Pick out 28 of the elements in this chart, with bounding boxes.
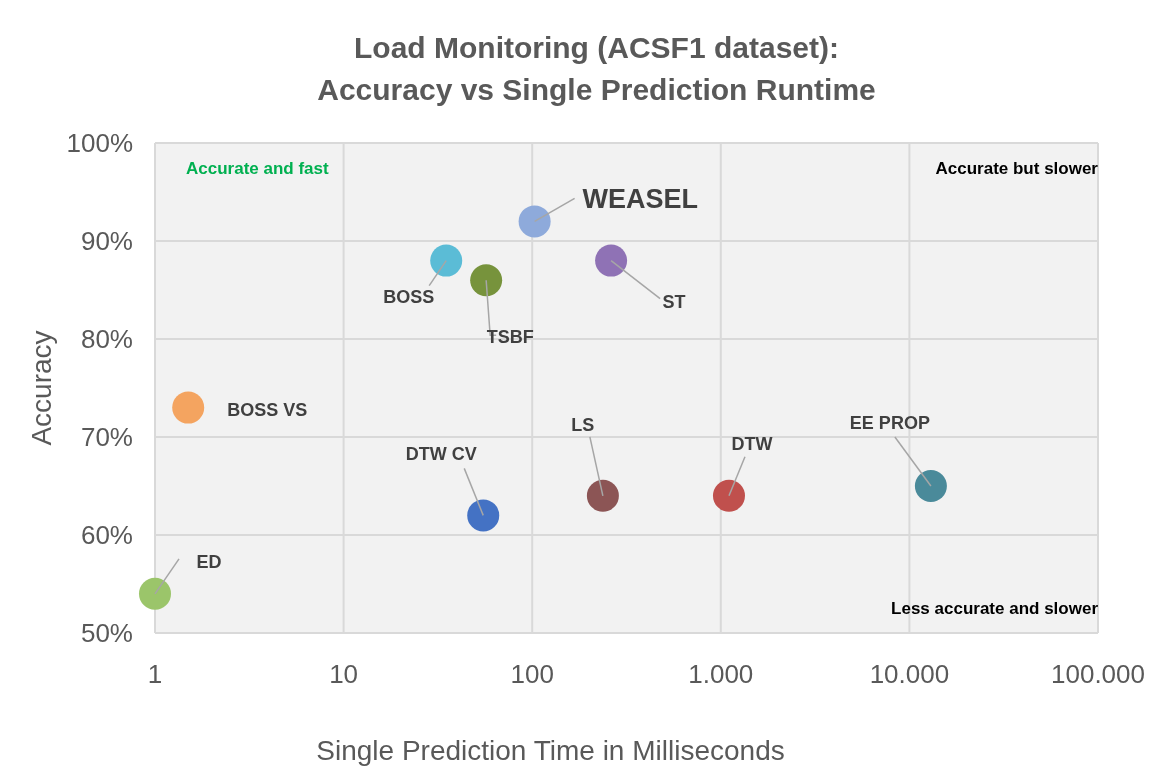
x-tick-label: 100 bbox=[510, 659, 554, 689]
x-tick-label: 100.000 bbox=[1051, 659, 1145, 689]
text: ST bbox=[662, 291, 686, 312]
y-axis-title: Accuracy bbox=[26, 330, 57, 446]
y-tick-label: 70% bbox=[80, 422, 133, 452]
series-label: BOSS bbox=[383, 286, 435, 307]
y-tick-label: 100% bbox=[66, 128, 133, 158]
series-label: ED bbox=[196, 552, 222, 573]
y-tick-label: 60% bbox=[80, 520, 133, 550]
text: EE PROP bbox=[849, 413, 930, 434]
y-tick-label: 80% bbox=[80, 324, 133, 354]
text: LS bbox=[571, 415, 595, 436]
x-tick-label: 10 bbox=[329, 659, 359, 689]
text: DTW CV bbox=[405, 443, 477, 464]
annotation: Less accurate and slower bbox=[891, 599, 1099, 618]
series-label: WEASEL bbox=[582, 183, 699, 214]
y-tick-label: 50% bbox=[80, 618, 133, 648]
annotation: Accurate and fast bbox=[186, 159, 329, 178]
series-label: BOSS VS bbox=[227, 399, 308, 420]
x-tick-label: 10.000 bbox=[869, 659, 950, 689]
x-axis-title: Single Prediction Time in Milliseconds bbox=[316, 735, 785, 766]
series-label: DTW bbox=[731, 434, 773, 455]
y-tick-label: 90% bbox=[80, 226, 133, 256]
chart-title: Load Monitoring (ACSF1 dataset): Accuracy vs Single Prediction Runtime bbox=[317, 31, 876, 106]
x-tick-label: 1 bbox=[147, 659, 163, 689]
series-label: TSBF bbox=[486, 326, 534, 347]
x-tick-label: 1.000 bbox=[688, 659, 754, 689]
annotation: Accurate but slower bbox=[935, 159, 1099, 178]
